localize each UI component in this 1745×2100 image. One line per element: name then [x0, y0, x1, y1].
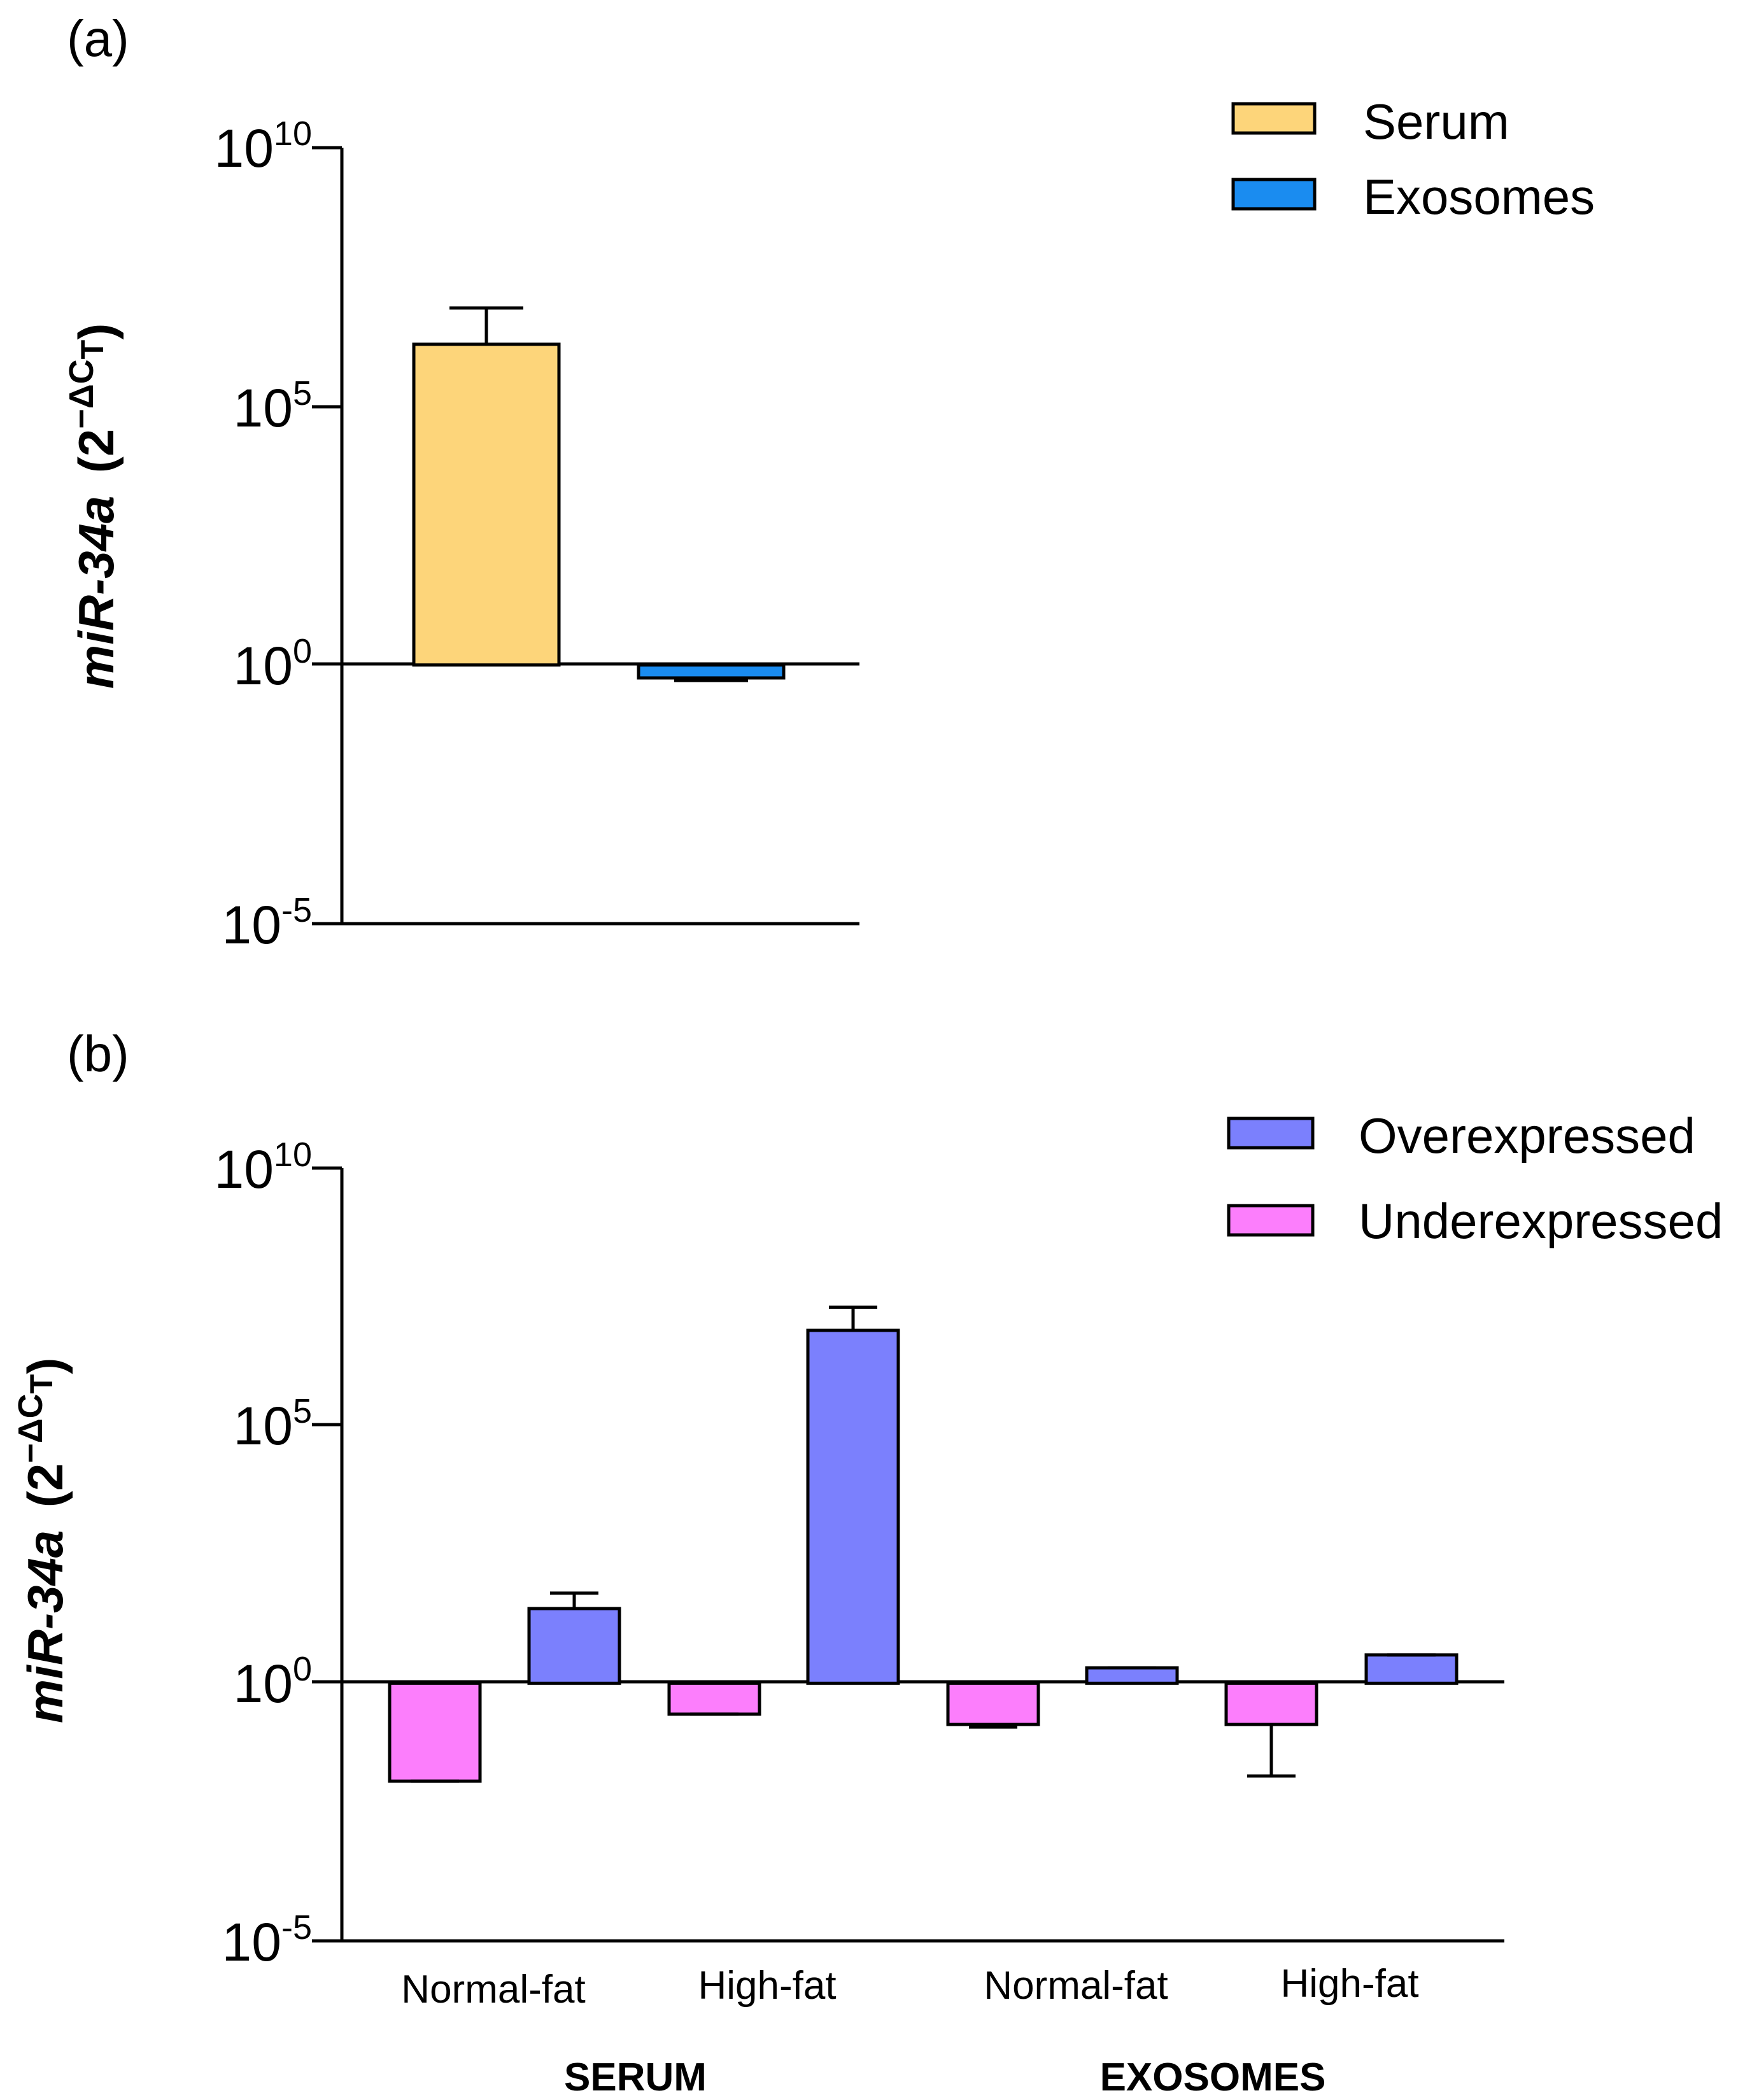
- panel-b-bar-underexpressed-1: [667, 1681, 761, 1716]
- panel-a-bar-exosomes: [637, 663, 786, 680]
- panel-a-y-axis-label: miR-34a (2−ΔCT): [62, 323, 124, 689]
- panel-b-legend-label-overexpressed: Overexpressed: [1359, 1108, 1695, 1164]
- panel-b-y-label-gene: miR-34a: [17, 1530, 73, 1723]
- panel-a-y-label-sub: T: [74, 340, 110, 360]
- panel-a-legend-label-exosomes: Exosomes: [1363, 169, 1595, 225]
- panel-b-tick-label-2: 100: [234, 1650, 312, 1714]
- panel-b-bars: [388, 1306, 1459, 1783]
- panel-b-bar-overexpressed-0: [527, 1607, 621, 1685]
- panel-a-legend-label-serum: Serum: [1363, 94, 1509, 150]
- panel-b-bar-underexpressed-2: [946, 1681, 1040, 1726]
- panel-a-tick-label-3: 10-5: [222, 891, 312, 955]
- panel-b-bar-overexpressed-2: [1085, 1666, 1179, 1685]
- panel-b-label: (b): [67, 1025, 129, 1082]
- panel-b-y-label-open: (2: [17, 1463, 73, 1507]
- panel-a-y-label-exp: −ΔC: [62, 359, 101, 428]
- panel-b-bar-overexpressed-3: [1364, 1653, 1459, 1685]
- svg-text:miR-34a (2−ΔCT): miR-34a (2−ΔCT): [62, 323, 124, 689]
- panel-b-bar-underexpressed-3: [1224, 1681, 1318, 1726]
- panel-a-y-label-close: ): [68, 323, 124, 340]
- panel-b-legend-label-underexpressed: Underexpressed: [1359, 1193, 1723, 1249]
- panel-b-group-label-serum: SERUM: [564, 2055, 707, 2099]
- panel-b-y-label-sub: T: [24, 1374, 59, 1394]
- panel-b-category-label-3: High-fat: [1280, 1962, 1418, 2006]
- panel-b-tick-label-0: 1010: [214, 1136, 312, 1199]
- panel-b-legend-swatch-overexpressed: [1227, 1117, 1315, 1150]
- panel-a-tick-label-0: 1010: [214, 115, 312, 178]
- panel-a-tick-label-2: 100: [234, 632, 312, 696]
- panel-a-label: (a): [67, 10, 129, 67]
- panel-a-legend: Serum Exosomes: [1231, 94, 1595, 225]
- panel-b: (b) miR-34a (2−ΔCT) 1010 105 100 10-5 No…: [11, 1025, 1723, 2099]
- panel-a-tick-label-1: 105: [234, 374, 312, 438]
- panel-b-tick-label-1: 105: [234, 1392, 312, 1456]
- panel-b-legend-swatch-underexpressed: [1227, 1204, 1315, 1237]
- svg-text:miR-34a (2−ΔCT): miR-34a (2−ΔCT): [11, 1358, 73, 1723]
- panel-b-legend: Overexpressed Underexpressed: [1227, 1108, 1723, 1249]
- panel-b-category-label-2: Normal-fat: [984, 1964, 1168, 2008]
- panel-b-category-label-1: High-fat: [698, 1964, 836, 2008]
- panel-a: (a) miR-34a (2−ΔCT) 1010 105 100 10-5: [62, 10, 1595, 955]
- panel-a-legend-swatch-exosomes: [1231, 178, 1317, 211]
- panel-b-y-label-close: ): [17, 1358, 73, 1374]
- panel-a-legend-swatch-serum: [1231, 102, 1317, 135]
- panel-b-category-label-0: Normal-fat: [401, 1968, 585, 2012]
- panel-b-bar-underexpressed-0: [388, 1681, 482, 1783]
- panel-b-y-axis-label: miR-34a (2−ΔCT): [11, 1358, 73, 1723]
- panel-b-tick-label-3: 10-5: [222, 1908, 312, 1972]
- panel-a-bar-serum: [412, 342, 561, 667]
- panel-b-group-label-exosomes: EXOSOMES: [1100, 2055, 1326, 2099]
- panel-b-y-label-exp: −ΔC: [11, 1393, 50, 1463]
- panel-b-bar-overexpressed-1: [806, 1328, 900, 1685]
- panel-a-y-label-gene: miR-34a: [68, 496, 124, 689]
- panel-a-y-label-open: (2: [68, 429, 124, 473]
